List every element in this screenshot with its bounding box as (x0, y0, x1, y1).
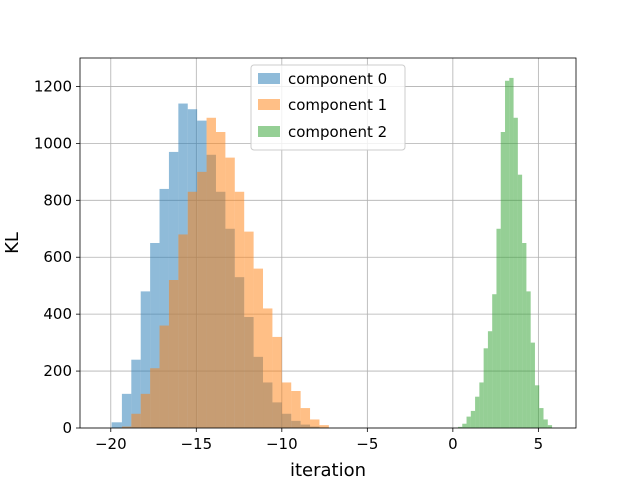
histogram-bar (513, 117, 518, 429)
x-tick-label: −10 (266, 435, 298, 453)
histogram-bar (159, 325, 169, 428)
histogram-bar (534, 385, 540, 428)
histogram-bar (300, 408, 311, 428)
histogram-bar (140, 393, 151, 428)
histogram-bar (244, 231, 254, 428)
histogram-bar (150, 368, 160, 428)
legend-label-component-0: component 0 (288, 70, 387, 88)
histogram-bar (310, 419, 320, 428)
histogram-bar (263, 308, 273, 428)
histogram-bar (197, 171, 207, 428)
histogram-bar (150, 243, 160, 428)
legend-label-component-1: component 1 (288, 96, 387, 114)
x-tick-label: −20 (95, 435, 127, 453)
x-axis-label: iteration (290, 460, 366, 480)
histogram-bar (500, 132, 506, 428)
x-tick-label: 5 (534, 435, 544, 453)
legend-swatch-component-2 (258, 126, 280, 137)
legend-swatch-component-0 (258, 73, 280, 84)
histogram-bar (462, 423, 467, 428)
histogram-bar (291, 391, 301, 428)
y-tick-label: 1000 (34, 134, 72, 152)
histogram-bar (168, 280, 179, 428)
y-tick-label: 200 (43, 362, 72, 380)
histogram-bar (206, 117, 216, 429)
legend-swatch-component-1 (258, 99, 280, 110)
histogram-bar (272, 336, 282, 428)
histogram-bar (543, 419, 548, 428)
y-tick-label: 1200 (34, 77, 72, 95)
histogram-bar (492, 294, 497, 428)
axis-ticks: −20 −15 −10 −5 0 5 0 200 400 600 800 1000 1200 (34, 77, 543, 453)
y-axis-label: KL (2, 232, 23, 254)
histogram-bars (111, 77, 553, 429)
histogram-bar (121, 393, 132, 428)
plot-frame (79, 57, 577, 429)
histogram-bar (253, 268, 264, 428)
histogram-bar (522, 243, 527, 428)
histogram-bar (159, 188, 169, 428)
histogram-bar (187, 191, 198, 428)
histogram-bar (505, 80, 510, 429)
histogram-bar (496, 228, 501, 428)
histogram-bar (111, 422, 122, 428)
histogram-bar (121, 426, 132, 428)
series-2-bars (457, 77, 553, 429)
histogram-bar (509, 77, 514, 428)
histogram-bar (319, 425, 329, 428)
histogram-bar (517, 174, 523, 428)
legend-box (250, 64, 406, 151)
histogram-bar (140, 291, 151, 428)
histogram-bar (479, 382, 484, 428)
histogram-bar (470, 410, 476, 428)
x-tick-label: 0 (448, 435, 458, 453)
histogram-bar (475, 396, 480, 428)
histogram-bar (487, 331, 493, 428)
y-tick-label: 0 (62, 419, 72, 437)
histogram-bar (215, 132, 226, 428)
legend: component 0 component 1 component 2 (250, 64, 406, 151)
histogram-bar (483, 348, 488, 428)
histogram-bar (526, 291, 531, 428)
x-tick-label: −15 (180, 435, 212, 453)
series-1-bars (121, 117, 329, 429)
y-tick-label: 800 (43, 191, 72, 209)
y-tick-label: 600 (43, 248, 72, 266)
histogram-bar (530, 342, 535, 428)
histogram-bar (225, 157, 235, 428)
histogram-bar (131, 359, 141, 428)
histogram-bar (547, 425, 553, 428)
histogram-bar (234, 191, 245, 428)
histogram-bar (466, 416, 471, 428)
histogram-bar (131, 413, 141, 428)
histogram-bar (539, 408, 544, 428)
x-tick-label: −5 (356, 435, 378, 453)
histogram-bar (281, 382, 292, 428)
y-tick-label: 400 (43, 305, 72, 323)
legend-label-component-2: component 2 (288, 123, 387, 141)
histogram-bar (178, 234, 188, 428)
histogram-bar (457, 426, 463, 428)
